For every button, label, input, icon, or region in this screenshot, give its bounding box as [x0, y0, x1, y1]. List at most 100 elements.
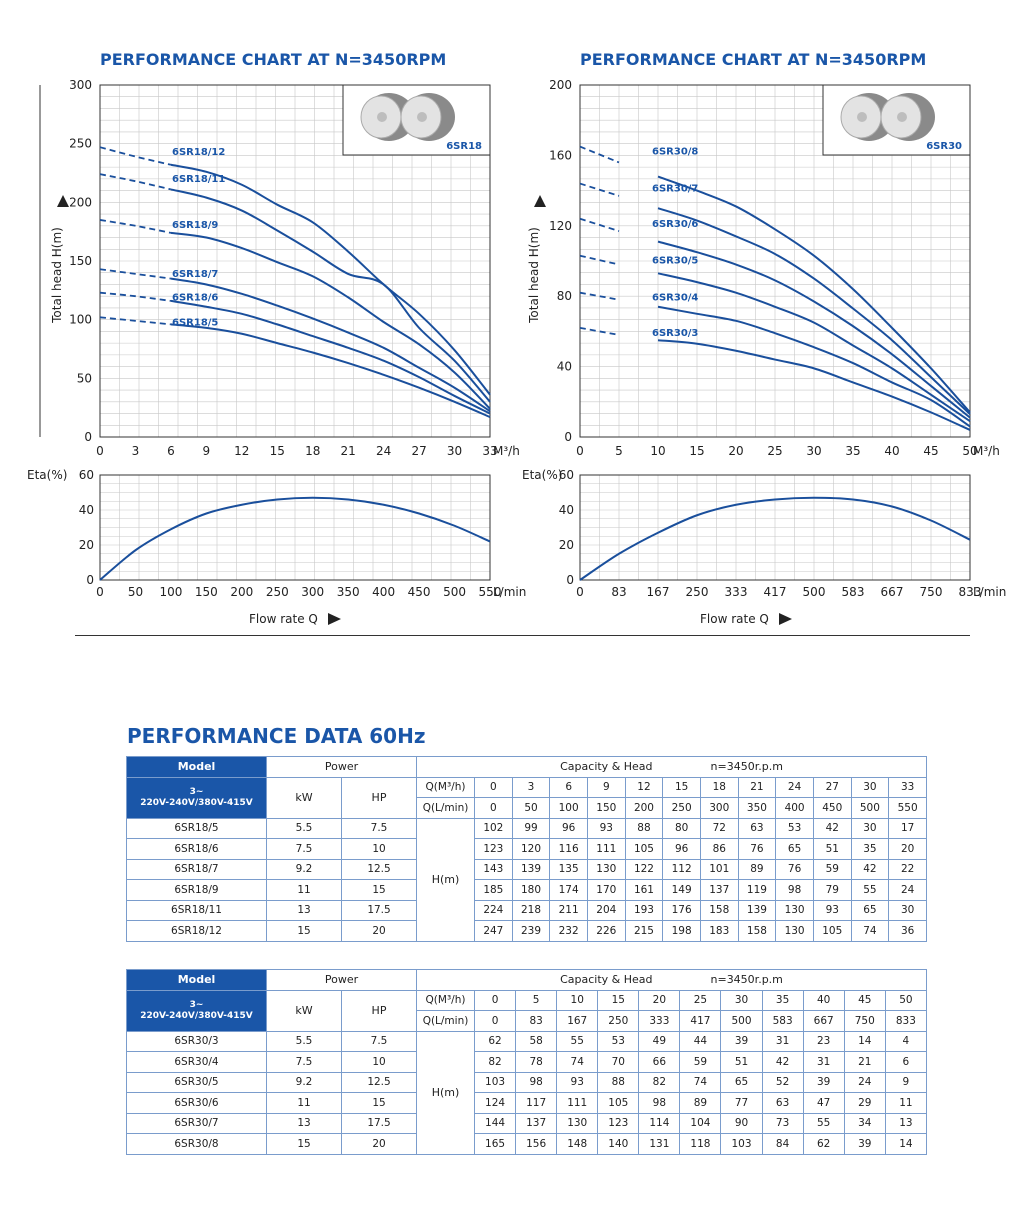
curve-6sr30-5	[657, 272, 971, 422]
head-value: 161	[624, 879, 664, 901]
charts-svg: PERFORMANCE CHART AT N=3450RPM 6SR18 0 3 6 9 1…	[27, 50, 1006, 626]
head-value: 102	[474, 817, 513, 839]
head-value: 224	[474, 899, 513, 921]
curve-dashed-6sr18-5	[99, 316, 171, 326]
x-axis-unit: M³/h	[493, 444, 520, 458]
curve-6sr18-11	[170, 188, 491, 403]
head-value: 89	[737, 858, 777, 880]
head-value: 31	[761, 1030, 804, 1052]
model-name: 6SR30/6	[126, 1092, 267, 1114]
head-value: 165	[474, 1133, 517, 1155]
head-value: 96	[662, 838, 701, 860]
table-q-m3h-row: 3~ 220V-240V/380V-415V kW HP Q(M³/h) 0 5 10 15 20…	[126, 989, 927, 1032]
curve-label: 6SR30/6	[652, 219, 698, 230]
kw-value: 7.5	[266, 838, 342, 860]
y-tick-label: 0	[564, 430, 572, 444]
capacity-header: Capacity & Head n=3450r.p.m	[416, 756, 928, 778]
eff-x-tick-label: 167	[647, 585, 670, 599]
q-lmin-value: 583	[761, 1010, 804, 1032]
head-value: 84	[761, 1133, 804, 1155]
q-m3h-value: 12	[624, 776, 664, 798]
voltage-range: 220V-240V/380V-415V	[140, 1010, 253, 1021]
eff-y-tick-label: 20	[79, 538, 94, 552]
head-value: 62	[474, 1030, 517, 1052]
head-value: 143	[474, 858, 513, 880]
x-tick-label: 12	[234, 444, 249, 458]
performance-table-6sr30: Model Power Capacity & Head n=3450r.p.m 3~ 22…	[126, 969, 927, 1155]
head-value: 31	[802, 1051, 845, 1073]
q-m3h-value: 10	[556, 989, 599, 1011]
head-value: 78	[515, 1051, 558, 1073]
head-value: 55	[802, 1112, 845, 1134]
x-tick-label: 50	[962, 444, 977, 458]
head-value: 130	[586, 858, 626, 880]
y-tick-label: 250	[69, 137, 92, 151]
head-value: 96	[549, 817, 588, 839]
table-row: 6SR30/3 5.5 7.5 H(m) 62 58 55 53 49 44 39 31 23 14 4	[126, 1030, 927, 1155]
kw-value: 9.2	[266, 858, 342, 880]
table-q-m3h-row: 3~ 220V-240V/380V-415V kW HP Q(M³/h) 0 3 6 9 12 15…	[126, 776, 928, 819]
x-tick-label: 9	[203, 444, 211, 458]
head-value: 42	[850, 858, 890, 880]
flow-arrow-icon	[328, 613, 341, 625]
q-lmin-value: 250	[597, 1010, 640, 1032]
eff-frame	[579, 474, 971, 581]
head-value: 119	[737, 879, 777, 901]
y-tick-label: 100	[69, 313, 92, 327]
eff-x-tick-label: 750	[920, 585, 943, 599]
hp-value: 20	[340, 1133, 418, 1155]
head-value: 198	[662, 920, 701, 942]
voltage-cell: 3~ 220V-240V/380V-415V	[126, 776, 267, 819]
model-name: 6SR18/9	[126, 879, 267, 901]
head-value: 65	[720, 1071, 763, 1093]
head-value: 30	[888, 899, 928, 921]
q-m3h-value: 3	[511, 776, 551, 798]
head-value: 24	[888, 879, 928, 901]
eff-x-tick-label: 500	[803, 585, 826, 599]
head-value: 226	[586, 920, 626, 942]
table-row: 6SR18/9 11 15 185 180 174 170 161 149 137 119 98 79 5…	[126, 879, 928, 901]
head-value: 101	[699, 858, 739, 880]
flow-arrow-icon	[779, 613, 792, 625]
q-lmin-value: 500	[720, 1010, 763, 1032]
curve-label: 6SR30/8	[652, 147, 698, 158]
head-value: 139	[511, 858, 551, 880]
head-value: 51	[720, 1051, 763, 1073]
eff-x-tick-label: 450	[408, 585, 431, 599]
head-value: 11	[884, 1092, 927, 1114]
head-value: 21	[843, 1051, 886, 1073]
q-lmin-value: 550	[888, 797, 928, 819]
capacity-label: Capacity & Head	[560, 973, 653, 987]
curve-6sr30-3	[657, 339, 971, 431]
eff-x-axis-unit: L/min	[973, 585, 1006, 599]
q-m3h-value: 18	[699, 776, 739, 798]
speed-label: n=3450r.p.m	[710, 973, 783, 987]
head-value: 74	[679, 1071, 722, 1093]
curve-dashed-6sr30-3	[579, 326, 620, 336]
x-tick-label: 0	[576, 444, 584, 458]
head-value: 204	[586, 899, 626, 921]
head-value: 17	[888, 817, 928, 839]
head-value: 93	[586, 817, 626, 839]
head-value: 51	[812, 838, 852, 860]
head-value: 59	[812, 858, 852, 880]
x-tick-label: 40	[884, 444, 899, 458]
x-tick-label: 18	[305, 444, 320, 458]
table-row: 6SR18/12 15 20 247 239 232 226 215 198 183 158 130 1…	[126, 920, 928, 942]
kw-value: 11	[266, 1092, 342, 1114]
curve-6sr18-7	[170, 277, 491, 413]
head-value: 112	[662, 858, 701, 880]
q-lmin-value: 417	[679, 1010, 722, 1032]
q-lmin-value: 333	[638, 1010, 681, 1032]
head-value: 116	[549, 838, 588, 860]
x-tick-label: 35	[845, 444, 860, 458]
head-value: 22	[888, 858, 928, 880]
head-value: 62	[802, 1133, 845, 1155]
q-lmin-label: Q(L/min)	[416, 1010, 476, 1032]
eff-y-tick-label: 60	[79, 468, 94, 482]
q-m3h-value: 6	[549, 776, 588, 798]
model-name: 6SR18/6	[126, 838, 267, 860]
x-tick-label: 6	[167, 444, 175, 458]
head-value: 42	[761, 1051, 804, 1073]
power-header: Power	[265, 969, 418, 991]
